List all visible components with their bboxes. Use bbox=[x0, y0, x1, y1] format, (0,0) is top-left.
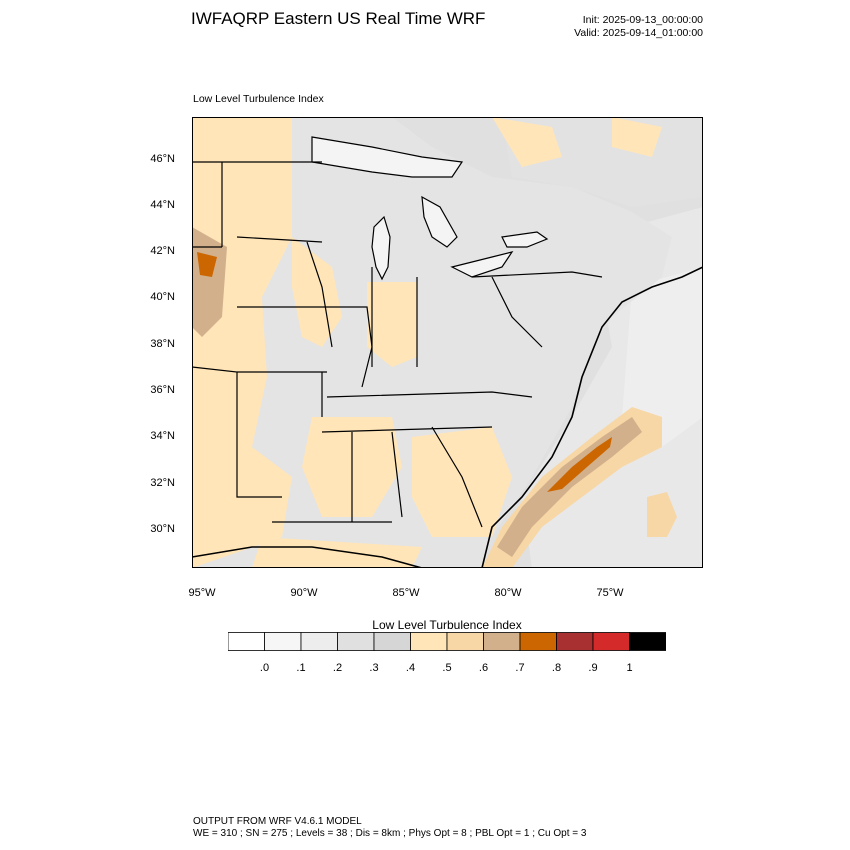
atlantic-coastline bbox=[481, 266, 703, 568]
colorbar-swatch bbox=[373, 632, 411, 651]
colorbar-tick-label: .0 bbox=[259, 662, 270, 674]
lon-label: 85°W bbox=[392, 587, 420, 599]
colorbar-tick-label: .4 bbox=[405, 662, 416, 674]
lon-label: 75°W bbox=[596, 587, 624, 599]
colorbar-swatch bbox=[337, 632, 375, 651]
colorbar-swatch bbox=[556, 632, 594, 651]
lon-label: 90°W bbox=[290, 587, 318, 599]
colorbar-swatch bbox=[228, 632, 265, 651]
lat-label: 44°N bbox=[150, 199, 175, 211]
lat-label: 32°N bbox=[150, 477, 175, 489]
colorbar-swatch bbox=[410, 632, 448, 651]
canada-tan-patch bbox=[492, 117, 562, 167]
state-borders bbox=[192, 161, 603, 528]
colorbar-swatch bbox=[629, 632, 666, 651]
iowa-tan-field bbox=[292, 237, 342, 347]
atlantic-plume-core bbox=[547, 437, 612, 492]
western-patch-core bbox=[197, 252, 217, 277]
lat-label: 36°N bbox=[150, 384, 175, 396]
colorbar-tick-label: .5 bbox=[442, 662, 452, 674]
lat-label: 40°N bbox=[150, 291, 175, 303]
lat-label: 42°N bbox=[150, 245, 175, 257]
west-tan-field bbox=[192, 117, 292, 568]
quebec-tan-patch bbox=[612, 117, 662, 157]
colorbar-tick-label: .6 bbox=[478, 662, 489, 674]
model-version-line: OUTPUT FROM WRF V4.6.1 MODEL bbox=[193, 816, 362, 827]
turbulence-map bbox=[192, 117, 703, 568]
lon-label: 80°W bbox=[494, 587, 522, 599]
colorbar-tick-label: .3 bbox=[369, 662, 379, 674]
ocean-light-field bbox=[622, 267, 703, 447]
lake-ontario bbox=[501, 231, 549, 248]
gulf-coastline bbox=[192, 546, 423, 568]
colorbar-swatch bbox=[300, 632, 338, 651]
model-info-footer: OUTPUT FROM WRF V4.6.1 MODEL WE = 310 ; … bbox=[193, 816, 586, 840]
colorbar-swatch bbox=[519, 632, 557, 651]
map-border bbox=[192, 117, 703, 568]
colorbar-tick-label: .2 bbox=[332, 662, 343, 674]
georgia-tan-field bbox=[412, 427, 512, 537]
init-time: Init: 2025-09-13_00:00:00 bbox=[582, 14, 703, 26]
lake-michigan bbox=[371, 215, 391, 281]
model-config-line: WE = 310 ; SN = 275 ; Levels = 38 ; Dis … bbox=[193, 828, 587, 839]
colorbar-tick-label: .8 bbox=[551, 662, 562, 674]
gulf-tan-field bbox=[252, 537, 422, 568]
colorbar-swatch bbox=[592, 632, 630, 651]
lat-label: 46°N bbox=[150, 153, 175, 165]
lat-label: 30°N bbox=[150, 523, 175, 535]
atlantic-plume-mid bbox=[497, 417, 642, 557]
colorbar-title: Low Level Turbulence Index bbox=[372, 618, 522, 632]
lat-label: 38°N bbox=[150, 338, 175, 350]
lake-superior bbox=[311, 136, 464, 178]
colorbar-swatch bbox=[264, 632, 302, 651]
lat-label: 34°N bbox=[150, 430, 175, 442]
colorbar-tick-label: .1 bbox=[296, 662, 306, 674]
init-valid-times: Init: 2025-09-13_00:00:00 Valid: 2025-09… bbox=[540, 14, 703, 40]
map-title: IWFAQRP Eastern US Real Time WRF bbox=[191, 9, 486, 28]
colorbar-tick-label: .9 bbox=[588, 662, 598, 674]
colorbar-swatch bbox=[446, 632, 484, 651]
lake-huron bbox=[421, 195, 458, 248]
colorbar-tick-label: 1 bbox=[626, 662, 633, 674]
lake-erie bbox=[450, 251, 514, 278]
colorbar-swatch bbox=[483, 632, 521, 651]
colorbar-tick-label: .7 bbox=[515, 662, 525, 674]
colorbar bbox=[228, 632, 666, 651]
lon-label: 95°W bbox=[188, 587, 216, 599]
indiana-tan-field bbox=[367, 282, 417, 367]
offshore-patch bbox=[647, 492, 677, 537]
variable-label: Low Level Turbulence Index bbox=[193, 93, 324, 105]
valid-time: Valid: 2025-09-14_01:00:00 bbox=[574, 27, 703, 39]
